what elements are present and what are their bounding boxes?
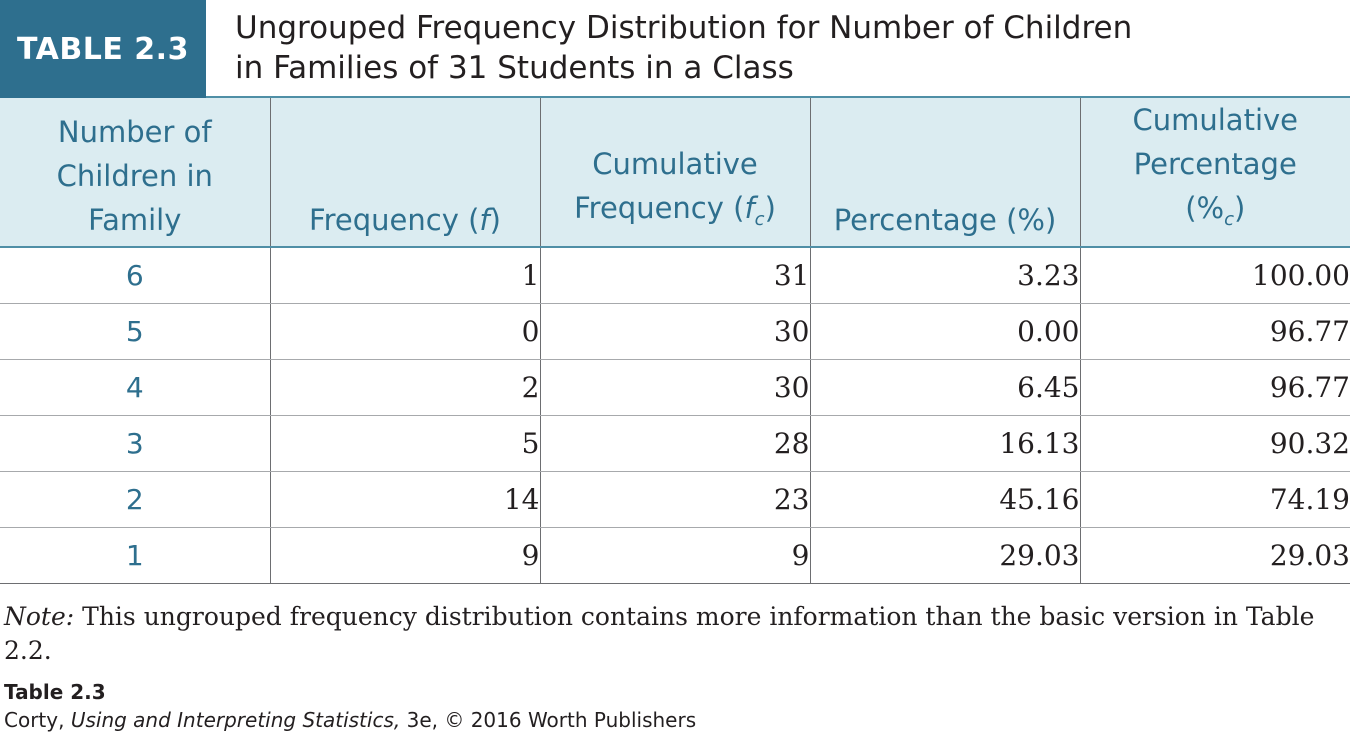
table-row: 6 1 31 3.23 100.00	[0, 247, 1350, 304]
header-subscript: c	[1224, 209, 1234, 230]
header-frequency: Frequency (f)	[270, 98, 541, 248]
note-text: This ungrouped frequency distribution co…	[4, 602, 1315, 665]
header-symbol: f	[744, 191, 755, 225]
cell-cumulative-percentage: 96.77	[1080, 303, 1350, 360]
frequency-table: Number of Children in Family Frequency (…	[0, 98, 1350, 584]
header-line: Children in	[56, 159, 213, 193]
header-text: )	[489, 203, 501, 237]
header-number-of-children: Number of Children in Family	[0, 98, 271, 248]
cell-frequency: 2	[270, 359, 541, 416]
cell-percentage: 45.16	[810, 471, 1081, 528]
cell-frequency: 0	[270, 303, 541, 360]
header-text: )	[1233, 191, 1246, 225]
credit-book-title: Using and Interpreting Statistics,	[70, 708, 401, 732]
header-symbol: f	[479, 203, 490, 237]
header-text: (%	[1185, 191, 1225, 225]
header-line: Cumulative	[592, 147, 758, 181]
cell-percentage: 0.00	[810, 303, 1081, 360]
cell-children: 6	[0, 247, 271, 304]
cell-cumulative-percentage: 96.77	[1080, 359, 1350, 416]
table-title: Ungrouped Frequency Distribution for Num…	[235, 8, 1335, 88]
credit-author: Corty,	[4, 708, 71, 732]
cell-children: 3	[0, 415, 271, 472]
header-line: Percentage	[1133, 147, 1297, 181]
table-row: 2 14 23 45.16 74.19	[0, 471, 1350, 528]
cell-cumulative-frequency: 23	[540, 471, 811, 528]
cell-cumulative-frequency: 9	[540, 527, 811, 584]
note-label: Note:	[4, 602, 75, 631]
credit-rest: 3e, © 2016 Worth Publishers	[400, 708, 697, 732]
header-line: Family	[88, 203, 182, 237]
cell-frequency: 1	[270, 247, 541, 304]
cell-percentage: 29.03	[810, 527, 1081, 584]
cell-children: 4	[0, 359, 271, 416]
table-row: 5 0 30 0.00 96.77	[0, 303, 1350, 360]
credit-title: Table 2.3	[4, 680, 106, 704]
table-row: 4 2 30 6.45 96.77	[0, 359, 1350, 416]
cell-percentage: 3.23	[810, 247, 1081, 304]
header-line: Cumulative	[1132, 103, 1299, 137]
cell-cumulative-frequency: 31	[540, 247, 811, 304]
cell-cumulative-frequency: 30	[540, 303, 811, 360]
header-cumulative-frequency: Cumulative Frequency (fc)	[540, 98, 811, 248]
header-subscript: c	[754, 209, 765, 230]
header-line: Percentage (%)	[833, 203, 1057, 237]
cell-children: 1	[0, 527, 271, 584]
header-percentage: Percentage (%)	[810, 98, 1081, 248]
cell-cumulative-percentage: 100.00	[1080, 247, 1350, 304]
cell-cumulative-frequency: 28	[540, 415, 811, 472]
cell-cumulative-percentage: 29.03	[1080, 527, 1350, 584]
cell-children: 2	[0, 471, 271, 528]
cell-cumulative-percentage: 74.19	[1080, 471, 1350, 528]
header-text: Frequency (	[309, 203, 480, 237]
header-text: )	[764, 191, 776, 225]
table-title-line-2: in Families of 31 Students in a Class	[235, 50, 794, 86]
header-text: Frequency (	[574, 191, 745, 225]
cell-frequency: 14	[270, 471, 541, 528]
table-row: 1 9 9 29.03 29.03	[0, 527, 1350, 584]
cell-cumulative-frequency: 30	[540, 359, 811, 416]
cell-percentage: 16.13	[810, 415, 1081, 472]
cell-cumulative-percentage: 90.32	[1080, 415, 1350, 472]
header-cumulative-percentage: Cumulative Percentage (%c)	[1080, 98, 1350, 248]
cell-frequency: 9	[270, 527, 541, 584]
cell-children: 5	[0, 303, 271, 360]
table-number-label: TABLE 2.3	[0, 0, 206, 98]
table-row: 3 5 28 16.13 90.32	[0, 415, 1350, 472]
header-row: Number of Children in Family Frequency (…	[0, 98, 1350, 248]
credit-line: Corty, Using and Interpreting Statistics…	[4, 708, 696, 732]
header-line: Number of	[57, 115, 212, 149]
table-note: Note: This ungrouped frequency distribut…	[4, 600, 1344, 668]
table-title-line-1: Ungrouped Frequency Distribution for Num…	[235, 10, 1133, 46]
table-title-bar: TABLE 2.3 Ungrouped Frequency Distributi…	[0, 0, 1350, 98]
cell-frequency: 5	[270, 415, 541, 472]
cell-percentage: 6.45	[810, 359, 1081, 416]
